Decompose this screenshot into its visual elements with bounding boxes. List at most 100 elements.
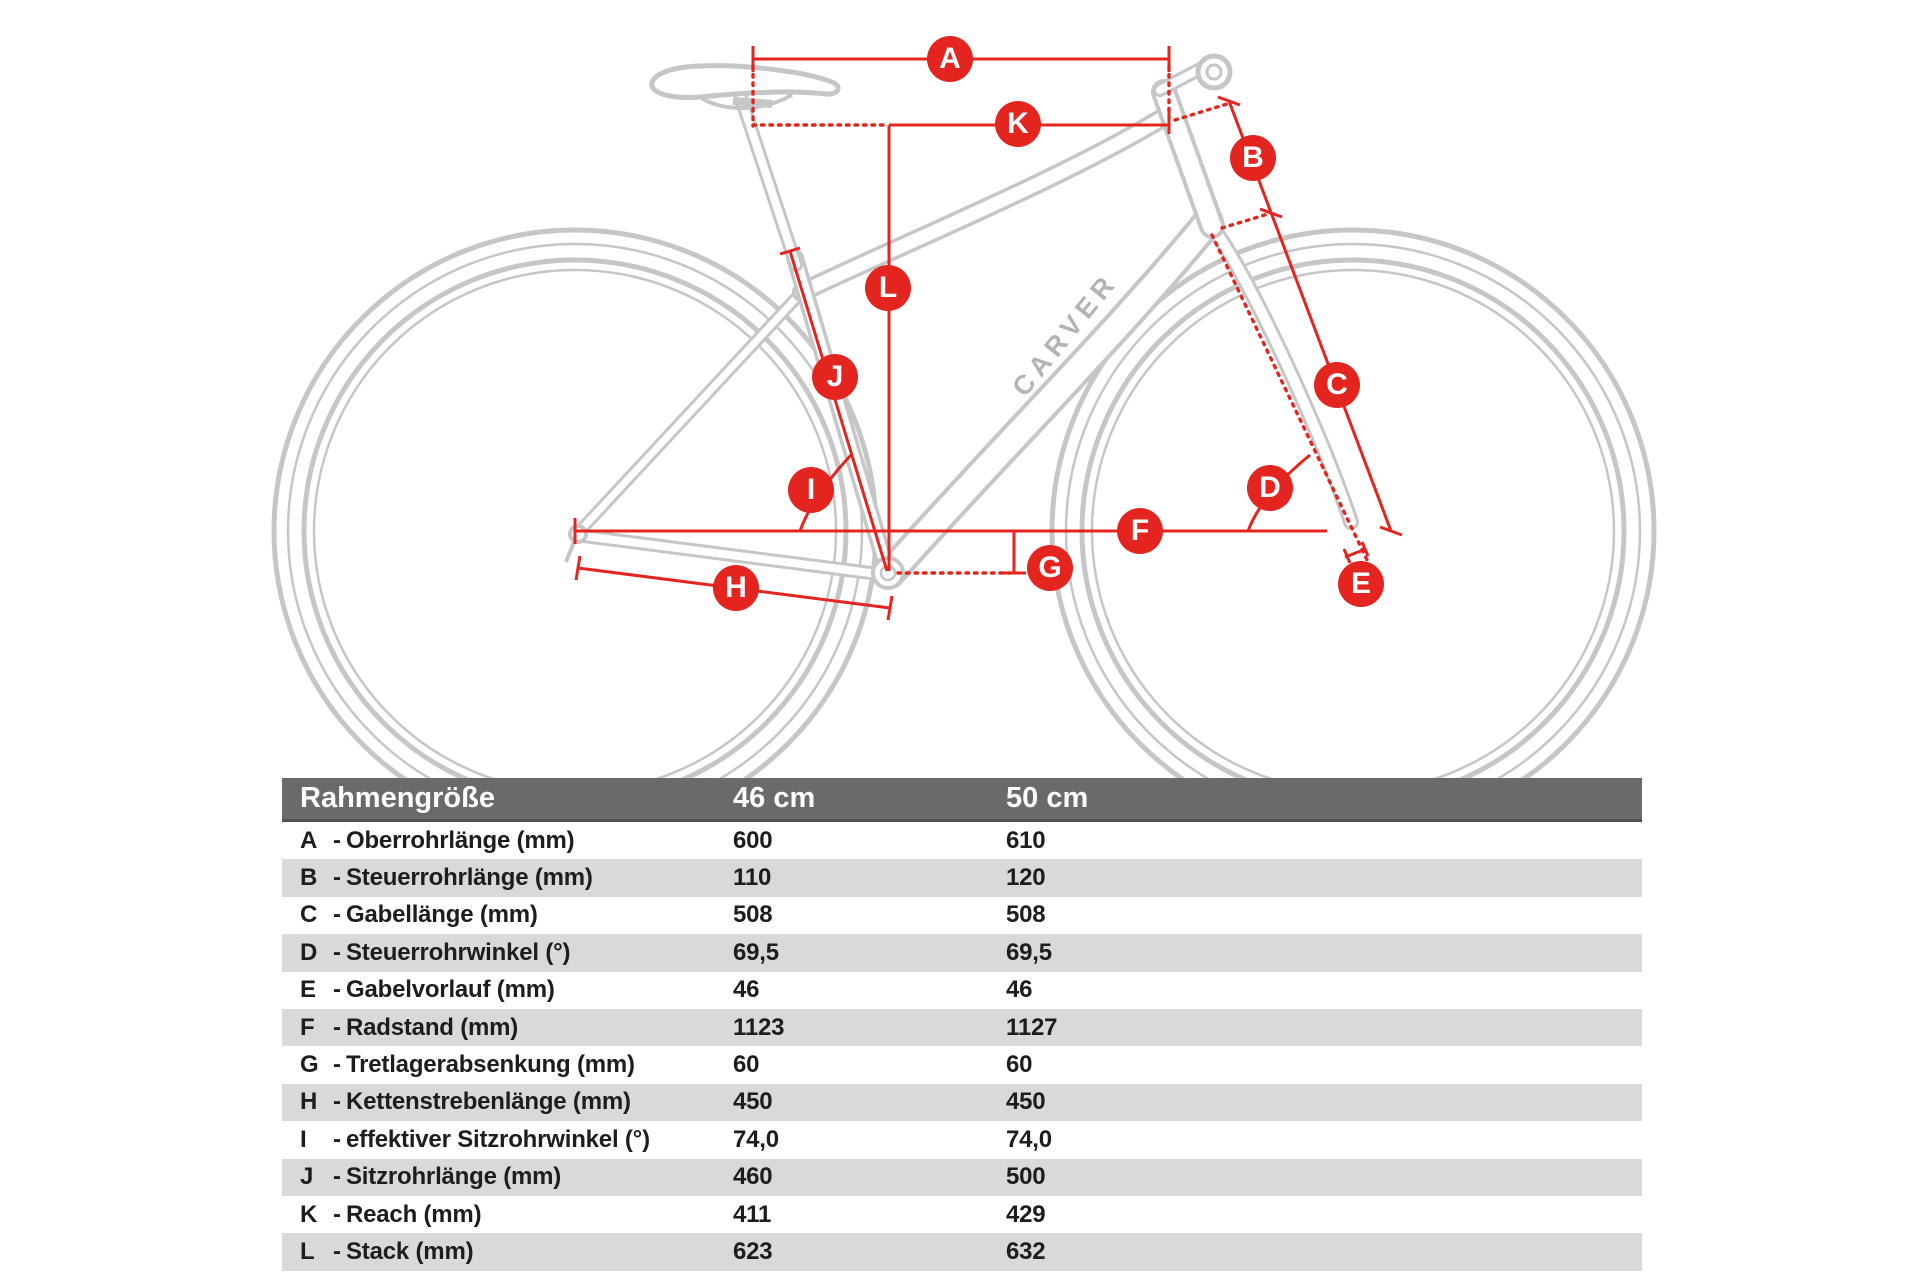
row-label: L - Stack (mm) bbox=[300, 1238, 733, 1266]
row-letter: H bbox=[300, 1088, 318, 1116]
row-letter: K bbox=[300, 1200, 318, 1228]
value-50cm: 610 bbox=[1006, 826, 1046, 854]
table-row: F - Radstand (mm) 1123 1127 bbox=[282, 1008, 1642, 1047]
row-separator: - bbox=[333, 826, 341, 854]
value-46cm: 74,0 bbox=[733, 1125, 779, 1153]
row-name: Radstand (mm) bbox=[346, 1013, 519, 1041]
value-46cm: 600 bbox=[733, 826, 773, 854]
row-name: Tretlagerabsenkung (mm) bbox=[346, 1051, 635, 1079]
row-name: Reach (mm) bbox=[346, 1200, 482, 1228]
row-label: A - Oberrohrlänge (mm) bbox=[300, 827, 733, 855]
handlebar bbox=[1195, 53, 1233, 91]
row-name: Gabellänge (mm) bbox=[346, 901, 538, 929]
row-letter: I bbox=[300, 1125, 307, 1153]
value-50cm: 500 bbox=[1006, 1163, 1046, 1191]
dim-K-reach bbox=[751, 112, 1171, 134]
row-separator: - bbox=[333, 1051, 341, 1079]
row-label: C - Gabellänge (mm) bbox=[300, 901, 733, 929]
value-50cm: 508 bbox=[1006, 901, 1046, 929]
dim-BC-headtube-fork bbox=[1173, 95, 1403, 537]
bike-diagram-svg: CARVER bbox=[271, 46, 1657, 778]
dim-label-E: E bbox=[1338, 561, 1384, 607]
bike-geometry-diagram: CARVER bbox=[271, 36, 1657, 778]
value-50cm: 632 bbox=[1006, 1237, 1046, 1265]
value-50cm: 46 bbox=[1006, 976, 1033, 1004]
value-50cm: 120 bbox=[1006, 864, 1046, 892]
table-row: L - Stack (mm) 623 632 bbox=[282, 1233, 1642, 1271]
dim-label-B: B bbox=[1230, 135, 1276, 181]
row-separator: - bbox=[333, 1200, 341, 1228]
dim-label-L: L bbox=[865, 265, 911, 311]
row-label: B - Steuerrohrlänge (mm) bbox=[300, 864, 733, 892]
value-50cm: 69,5 bbox=[1006, 938, 1052, 966]
row-label: J - Sitzrohrlänge (mm) bbox=[300, 1163, 733, 1191]
value-46cm: 460 bbox=[733, 1163, 773, 1191]
table-row: B - Steuerrohrlänge (mm) 110 120 bbox=[282, 859, 1642, 897]
dim-label-G: G bbox=[1027, 545, 1073, 591]
row-separator: - bbox=[333, 976, 341, 1004]
dim-steering-axis bbox=[1210, 233, 1370, 564]
value-50cm: 429 bbox=[1006, 1200, 1046, 1228]
table-body: A - Oberrohrlänge (mm) 600 610 B - Steuerrohrlä… bbox=[282, 822, 1642, 1271]
row-name: Sitzrohrlänge (mm) bbox=[346, 1163, 562, 1191]
dim-label-C: C bbox=[1314, 362, 1360, 408]
row-separator: - bbox=[333, 1088, 341, 1116]
dim-label-F: F bbox=[1117, 508, 1163, 554]
value-46cm: 69,5 bbox=[733, 938, 779, 966]
row-name: Gabelvorlauf (mm) bbox=[346, 976, 555, 1004]
row-label: F - Radstand (mm) bbox=[300, 1014, 733, 1042]
table-row: E - Gabelvorlauf (mm) 46 46 bbox=[282, 972, 1642, 1009]
table-row: G - Tretlagerabsenkung (mm) 60 60 bbox=[282, 1046, 1642, 1083]
row-separator: - bbox=[333, 1013, 341, 1041]
value-50cm: 74,0 bbox=[1006, 1125, 1052, 1153]
row-label: G - Tretlagerabsenkung (mm) bbox=[300, 1051, 733, 1079]
row-label: H - Kettenstrebenlänge (mm) bbox=[300, 1088, 733, 1116]
row-letter: F bbox=[300, 1013, 315, 1041]
value-46cm: 411 bbox=[733, 1200, 772, 1228]
row-letter: E bbox=[300, 976, 317, 1004]
header-size-46: 46 cm bbox=[733, 782, 816, 814]
value-50cm: 60 bbox=[1006, 1051, 1033, 1079]
dim-G-bb-drop bbox=[896, 529, 1026, 575]
value-46cm: 450 bbox=[733, 1088, 773, 1116]
row-name: Steuerrohrwinkel (°) bbox=[346, 938, 571, 966]
row-letter: G bbox=[300, 1051, 319, 1079]
row-letter: A bbox=[300, 826, 318, 854]
dim-label-K: K bbox=[995, 101, 1041, 147]
dim-E-fork-offset bbox=[1342, 541, 1370, 564]
value-50cm: 450 bbox=[1006, 1088, 1046, 1116]
row-name: effektiver Sitzrohrwinkel (°) bbox=[346, 1125, 650, 1153]
table-row: J - Sitzrohrlänge (mm) 460 500 bbox=[282, 1158, 1642, 1196]
row-letter: D bbox=[300, 938, 318, 966]
dim-label-J: J bbox=[812, 354, 858, 400]
row-name: Kettenstrebenlänge (mm) bbox=[346, 1088, 631, 1116]
table-row: K - Reach (mm) 411 429 bbox=[282, 1196, 1642, 1233]
row-name: Oberrohrlänge (mm) bbox=[346, 826, 575, 854]
row-letter: L bbox=[300, 1237, 315, 1265]
row-separator: - bbox=[333, 1163, 341, 1191]
row-label: E - Gabelvorlauf (mm) bbox=[300, 976, 733, 1004]
value-46cm: 623 bbox=[733, 1237, 773, 1265]
saddle bbox=[649, 63, 841, 110]
dim-label-I: I bbox=[788, 467, 834, 513]
table-row: A - Oberrohrlänge (mm) 600 610 bbox=[282, 822, 1642, 859]
header-size-50: 50 cm bbox=[1006, 782, 1089, 814]
value-46cm: 110 bbox=[733, 864, 772, 892]
table-row: H - Kettenstrebenlänge (mm) 450 450 bbox=[282, 1083, 1642, 1122]
dim-F-wheelbase bbox=[573, 518, 1327, 544]
header-framesize: Rahmengröße bbox=[300, 782, 495, 814]
row-name: Steuerrohrlänge (mm) bbox=[346, 864, 593, 892]
bike-frame bbox=[569, 59, 1359, 589]
row-letter: C bbox=[300, 901, 318, 929]
row-separator: - bbox=[333, 864, 341, 892]
dim-label-A: A bbox=[927, 36, 973, 82]
value-46cm: 1123 bbox=[733, 1013, 785, 1041]
row-label: D - Steuerrohrwinkel (°) bbox=[300, 939, 733, 967]
table-row: D - Steuerrohrwinkel (°) 69,5 69,5 bbox=[282, 934, 1642, 972]
table-header: Rahmengröße 46 cm 50 cm bbox=[282, 778, 1642, 822]
row-letter: J bbox=[300, 1163, 314, 1191]
row-separator: - bbox=[333, 901, 341, 929]
value-46cm: 508 bbox=[733, 901, 773, 929]
table-row: C - Gabellänge (mm) 508 508 bbox=[282, 897, 1642, 934]
